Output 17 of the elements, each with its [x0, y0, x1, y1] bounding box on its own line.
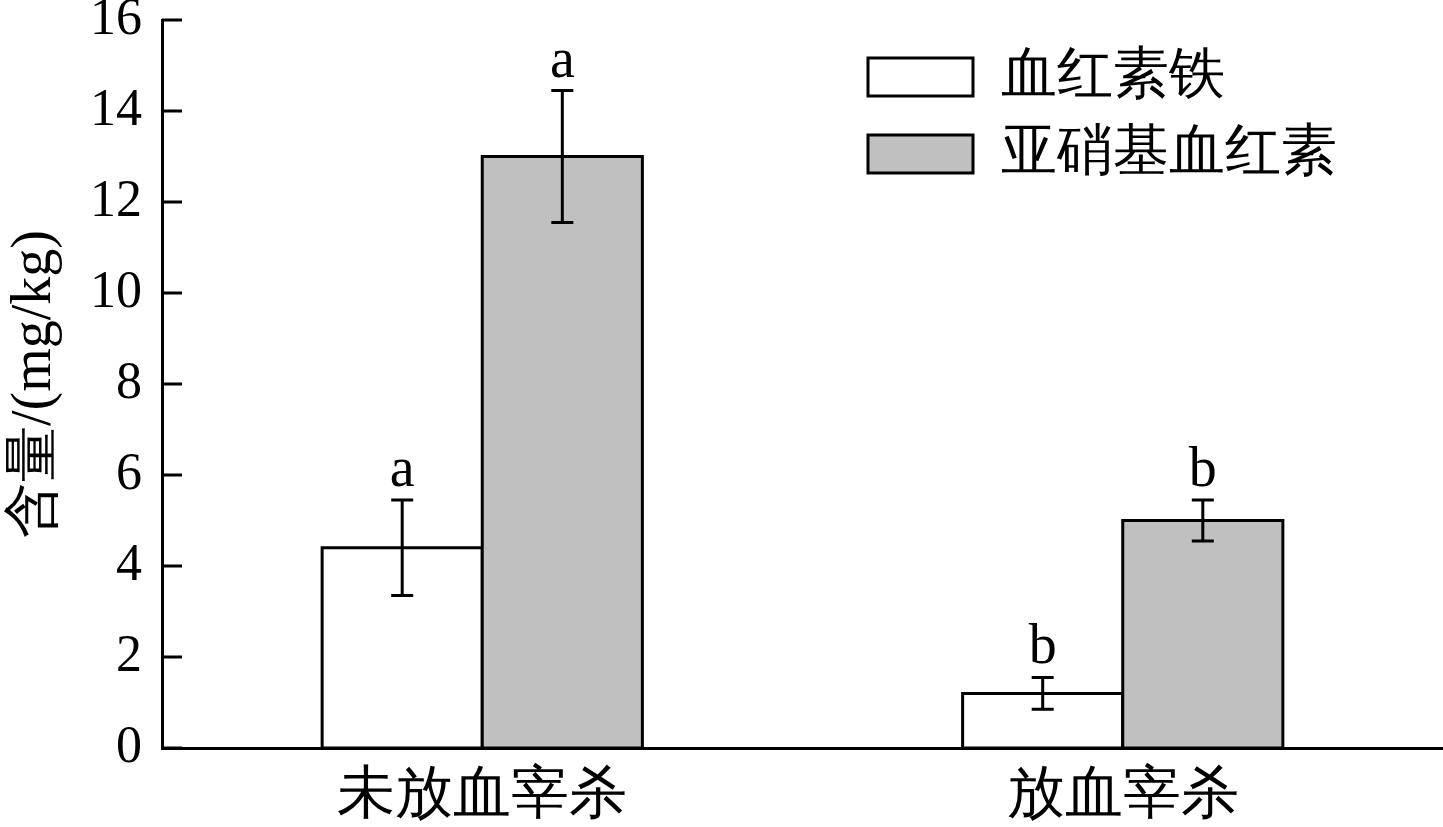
y-tick-label: 2 [116, 624, 142, 682]
annotation: b [1188, 436, 1217, 499]
y-tick-label: 14 [90, 78, 142, 136]
y-tick-label: 0 [116, 715, 142, 773]
annotation: b [1028, 613, 1057, 676]
x-tick-label: 放血宰杀 [1006, 760, 1239, 826]
y-tick-label: 8 [116, 351, 142, 409]
y-tick-label: 12 [90, 169, 142, 227]
annotation: a [549, 26, 575, 89]
y-tick-label: 6 [116, 442, 142, 500]
x-tick-label: 未放血宰杀 [337, 760, 628, 826]
y-axis-title: 含量/(mg/kg) [0, 230, 64, 538]
y-tick-label: 4 [116, 533, 142, 591]
annotation: a [389, 436, 415, 499]
legend-label: 亚硝基血红素 [1001, 118, 1337, 181]
y-tick-label: 10 [90, 260, 142, 318]
legend-label: 血红素铁 [1001, 41, 1225, 104]
